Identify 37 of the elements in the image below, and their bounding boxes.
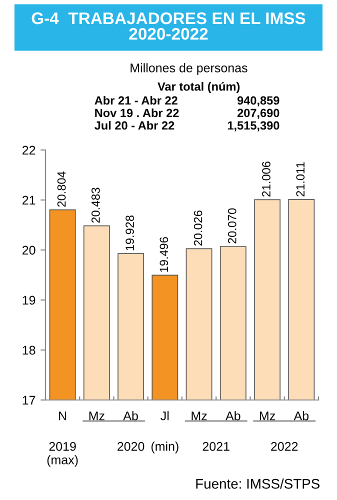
data-label: 19.928	[126, 216, 134, 250]
y-tick-label: 19	[22, 296, 36, 305]
data-label: 19.496	[160, 237, 168, 272]
data-label: 20.026	[194, 210, 202, 246]
text: Nov 19 . Abr 22	[95, 108, 179, 118]
x-tick-label: Mz	[192, 412, 207, 420]
x-tick-label: Ab	[294, 411, 309, 420]
text: 2019 (max)	[47, 442, 78, 467]
x-tick-label: Mz	[89, 412, 104, 420]
text: 2022	[271, 442, 298, 451]
text: (min)	[151, 442, 178, 454]
y-tick-label: 22	[22, 146, 36, 155]
x-tick-label: N	[59, 412, 66, 420]
x-tick-label: Ab	[123, 411, 138, 420]
x-tick-label: Ab	[226, 411, 240, 420]
text: Jul 20 - Abr 22	[94, 121, 174, 130]
data-label: 20.483	[91, 188, 100, 223]
y-tick-label: 20	[22, 246, 36, 255]
text: Var total (núm)	[158, 82, 240, 94]
text: 207,690	[237, 108, 280, 119]
source-note: Fuente: IMSS/STPS	[196, 478, 320, 489]
chart-subtitle: Millones de personas	[130, 63, 248, 75]
text: 1,515,390	[228, 121, 280, 132]
y-tick-label: 17	[22, 396, 36, 405]
text: Abr 21 - Abr 22	[94, 96, 178, 105]
data-label: 21.006	[262, 162, 270, 197]
data-label: 20.070	[228, 208, 236, 244]
x-tick-label: Mz	[260, 412, 275, 420]
data-label: 20.804	[57, 172, 66, 207]
chart-title: G-4 TRABAJADORES EN EL IMSS 2020-2022	[32, 12, 306, 40]
data-label: 21.011	[296, 162, 305, 196]
text: 2020	[118, 442, 144, 451]
y-tick-label: 18	[22, 346, 36, 355]
y-tick-label: 21	[22, 196, 36, 205]
text: 940,859	[237, 96, 280, 106]
text: 2021	[202, 442, 230, 451]
x-tick-label: Jl	[160, 411, 169, 420]
